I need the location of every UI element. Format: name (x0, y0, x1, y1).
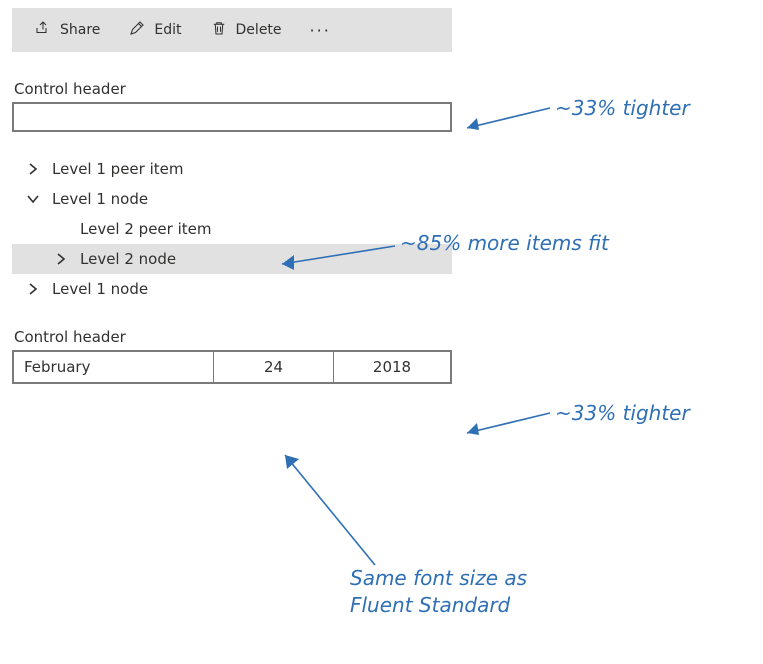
tree-label: Level 1 node (52, 280, 148, 298)
tree-label: Level 1 node (52, 190, 148, 208)
tree-item[interactable]: Level 1 peer item (12, 154, 452, 184)
date-picker: February 24 2018 (12, 350, 452, 384)
tree-label: Level 2 node (80, 250, 176, 268)
chevron-down-icon (26, 192, 40, 206)
control-header-2: Control header (12, 328, 452, 346)
textbox-section: Control header (12, 80, 452, 132)
edit-icon (128, 19, 146, 41)
more-icon: ··· (310, 21, 331, 40)
overflow-button[interactable]: ··· (296, 8, 345, 52)
chevron-right-icon (26, 282, 40, 296)
tree-item[interactable]: Level 2 peer item (12, 214, 452, 244)
share-icon (34, 19, 52, 41)
arrow-icon (275, 445, 385, 570)
tree-label: Level 2 peer item (80, 220, 211, 238)
edit-label: Edit (154, 22, 181, 38)
chevron-right-icon (54, 252, 68, 266)
tree-item[interactable]: Level 1 node (12, 274, 452, 304)
text-input[interactable] (12, 102, 452, 132)
annotation-2: ~85% more items fit (400, 230, 609, 257)
share-label: Share (60, 22, 100, 38)
tree-view: Level 1 peer item Level 1 node Level 2 p… (12, 154, 452, 304)
delete-button[interactable]: Delete (196, 8, 296, 52)
annotation-4: Same font size as Fluent Standard (350, 565, 527, 619)
annotation-3: ~33% tighter (555, 400, 690, 427)
arrow-icon (455, 100, 555, 140)
delete-icon (210, 19, 228, 41)
arrow-icon (455, 405, 555, 445)
tree-item[interactable]: Level 1 node (12, 184, 452, 214)
control-header-1: Control header (12, 80, 452, 98)
chevron-right-icon (26, 162, 40, 176)
share-button[interactable]: Share (20, 8, 114, 52)
annotation-4-line1: Same font size as (350, 566, 527, 590)
annotation-4-line2: Fluent Standard (350, 593, 510, 617)
tree-label: Level 1 peer item (52, 160, 183, 178)
command-bar: Share Edit Delete ··· (12, 8, 452, 52)
date-section: Control header February 24 2018 (12, 328, 452, 384)
annotation-1: ~33% tighter (555, 95, 690, 122)
tree-item-selected[interactable]: Level 2 node (12, 244, 452, 274)
date-day[interactable]: 24 (214, 352, 334, 382)
date-year[interactable]: 2018 (334, 352, 450, 382)
edit-button[interactable]: Edit (114, 8, 195, 52)
delete-label: Delete (236, 22, 282, 38)
date-month[interactable]: February (14, 352, 214, 382)
